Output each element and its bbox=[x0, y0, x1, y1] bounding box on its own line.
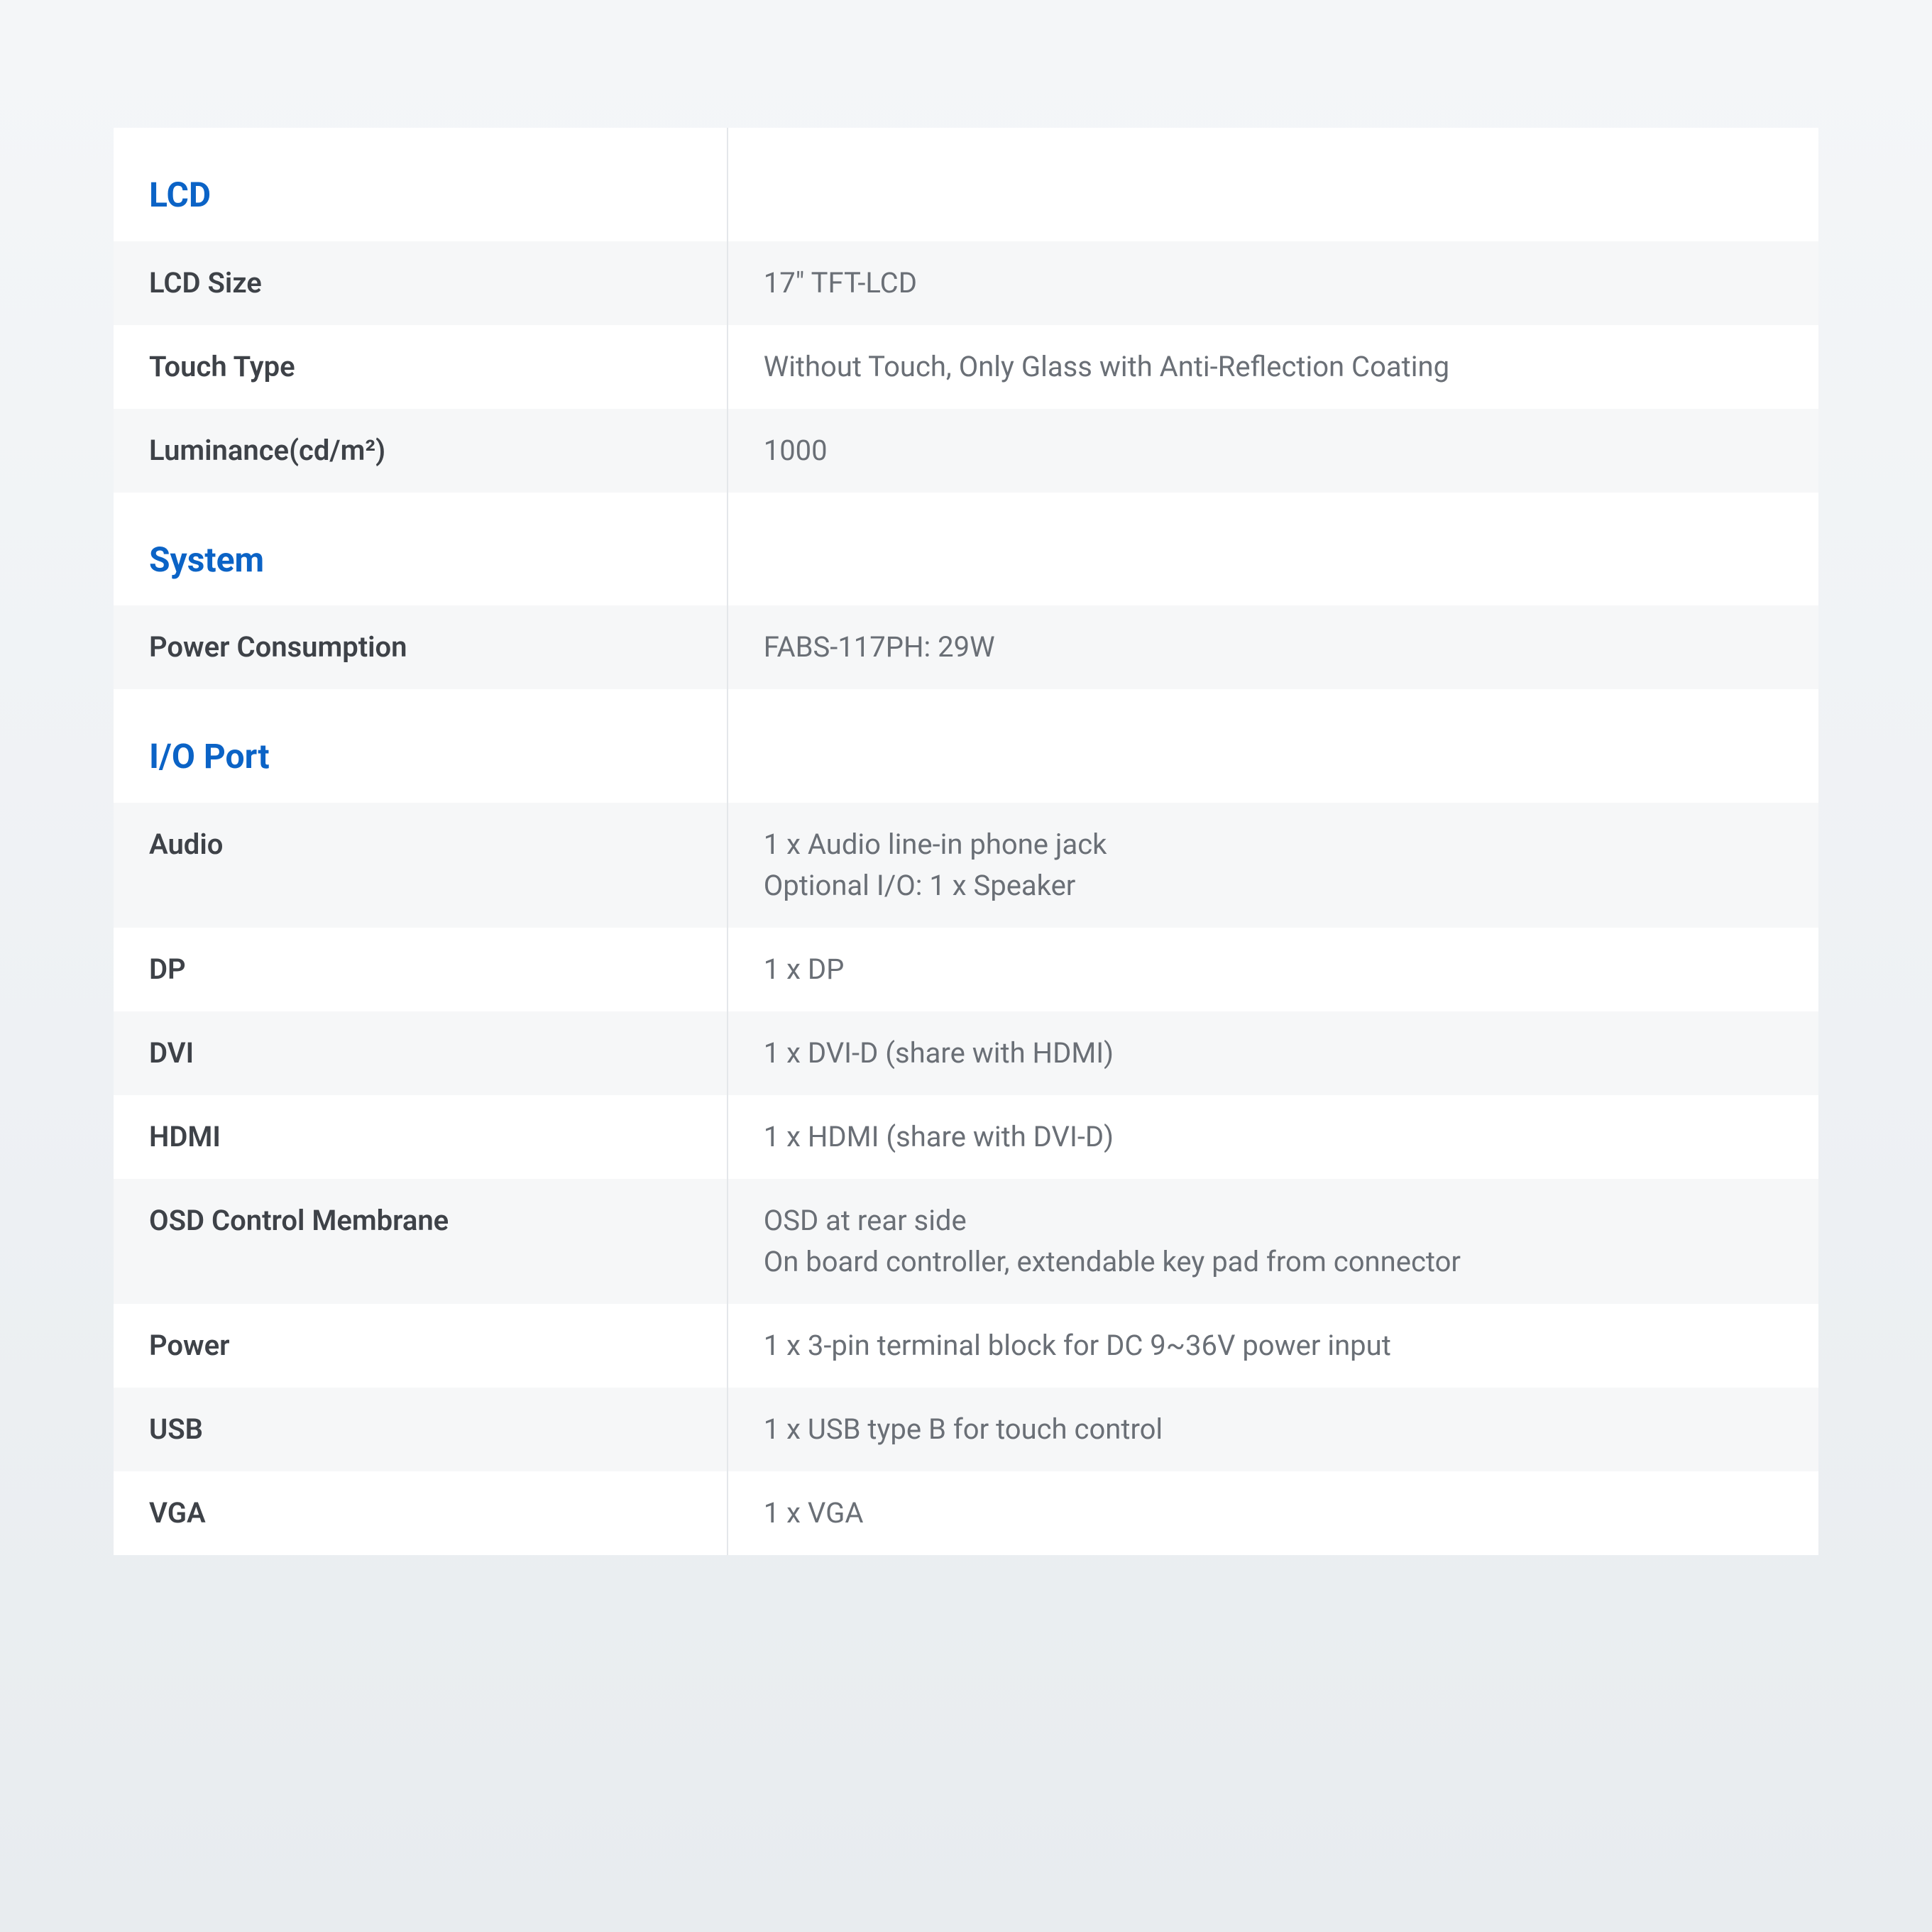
spec-row: LCD Size 17" TFT-LCD bbox=[114, 241, 1818, 325]
spec-value: 1 x Audio line-in phone jackOptional I/O… bbox=[728, 803, 1818, 928]
spec-label: VGA bbox=[114, 1471, 728, 1555]
spec-value: 1 x USB type B for touch control bbox=[728, 1388, 1818, 1471]
spec-label: Power Consumption bbox=[114, 605, 728, 689]
spec-value: 17" TFT-LCD bbox=[728, 241, 1818, 325]
spec-value: 1 x VGA bbox=[728, 1471, 1818, 1555]
section-header-row: I/O Port bbox=[114, 689, 1818, 803]
spec-row: HDMI 1 x HDMI (share with DVI-D) bbox=[114, 1095, 1818, 1179]
spec-row: USB 1 x USB type B for touch control bbox=[114, 1388, 1818, 1471]
spec-value: 1 x 3-pin terminal block for DC 9~36V po… bbox=[728, 1304, 1818, 1388]
spec-label: HDMI bbox=[114, 1095, 728, 1179]
spec-label: Audio bbox=[114, 803, 728, 928]
spec-row: VGA 1 x VGA bbox=[114, 1471, 1818, 1555]
section-header-row: System bbox=[114, 493, 1818, 606]
spec-row: DP 1 x DP bbox=[114, 928, 1818, 1011]
spec-row: DVI 1 x DVI-D (share with HDMI) bbox=[114, 1011, 1818, 1095]
spec-row: Audio 1 x Audio line-in phone jackOption… bbox=[114, 803, 1818, 928]
spec-row: Luminance(cd/m²) 1000 bbox=[114, 409, 1818, 493]
spec-label: DVI bbox=[114, 1011, 728, 1095]
spec-label: OSD Control Membrane bbox=[114, 1179, 728, 1304]
spec-row: Power Consumption FABS-117PH: 29W bbox=[114, 605, 1818, 689]
spec-label: Touch Type bbox=[114, 325, 728, 409]
spec-label: Power bbox=[114, 1304, 728, 1388]
spec-table: LCD LCD Size 17" TFT-LCD Touch Type With… bbox=[114, 128, 1818, 1555]
spec-label: Luminance(cd/m²) bbox=[114, 409, 728, 493]
section-title: System bbox=[114, 493, 728, 606]
spec-value: 1 x DP bbox=[728, 928, 1818, 1011]
spec-label: USB bbox=[114, 1388, 728, 1471]
section-title-spacer bbox=[728, 689, 1818, 803]
spec-row: OSD Control Membrane OSD at rear sideOn … bbox=[114, 1179, 1818, 1304]
spec-value: OSD at rear sideOn board controller, ext… bbox=[728, 1179, 1818, 1304]
section-title: LCD bbox=[114, 128, 728, 241]
section-title-spacer bbox=[728, 493, 1818, 606]
spec-value: 1000 bbox=[728, 409, 1818, 493]
spec-value: FABS-117PH: 29W bbox=[728, 605, 1818, 689]
spec-label: LCD Size bbox=[114, 241, 728, 325]
section-header-row: LCD bbox=[114, 128, 1818, 241]
spec-value: Without Touch, Only Glass with Anti-Refl… bbox=[728, 325, 1818, 409]
spec-value: 1 x DVI-D (share with HDMI) bbox=[728, 1011, 1818, 1095]
spec-row: Touch Type Without Touch, Only Glass wit… bbox=[114, 325, 1818, 409]
section-title: I/O Port bbox=[114, 689, 728, 803]
spec-value: 1 x HDMI (share with DVI-D) bbox=[728, 1095, 1818, 1179]
spec-label: DP bbox=[114, 928, 728, 1011]
spec-row: Power 1 x 3-pin terminal block for DC 9~… bbox=[114, 1304, 1818, 1388]
section-title-spacer bbox=[728, 128, 1818, 241]
